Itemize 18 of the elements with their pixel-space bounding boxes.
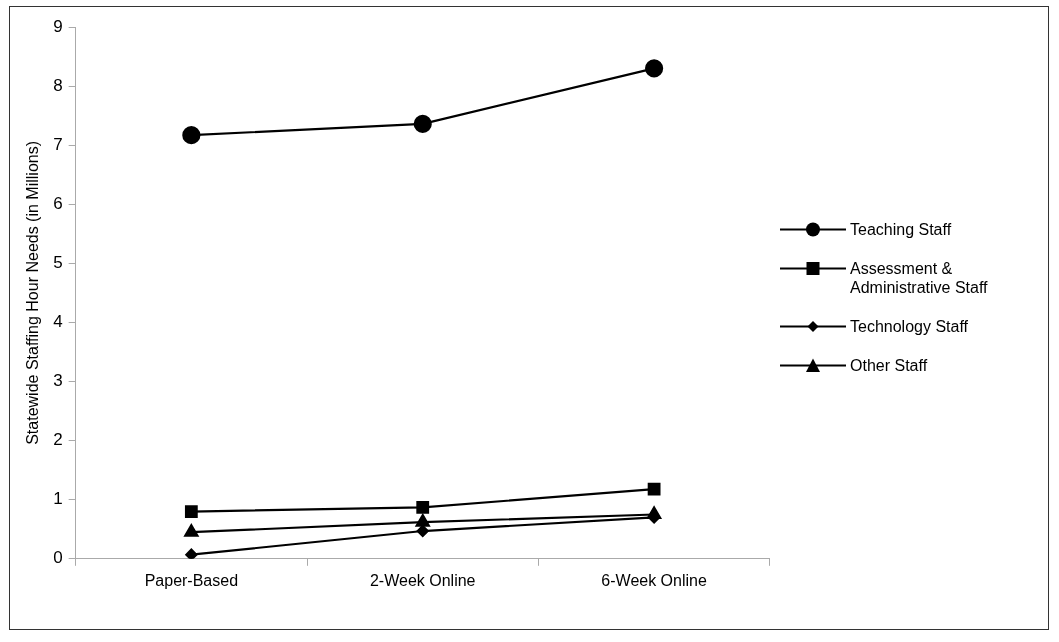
- y-tick-label: 9: [53, 16, 63, 36]
- y-tick-label: 8: [53, 75, 63, 95]
- y-tick-label: 4: [53, 312, 63, 332]
- legend-label: Assessment & Administrative Staff: [850, 258, 989, 297]
- x-tick-label: 6-Week Online: [601, 571, 707, 589]
- legend-label: Teaching Staff: [850, 219, 952, 239]
- y-tick-label: 2: [53, 430, 63, 450]
- y-tick-label: 1: [53, 489, 63, 509]
- y-tick-label: 3: [53, 371, 63, 391]
- y-tick-label: 5: [53, 253, 63, 273]
- legend-label: Technology Staff: [850, 316, 969, 336]
- x-tick-label: Paper-Based: [144, 571, 239, 589]
- y-tick-label: 7: [53, 134, 63, 154]
- y-axis-title: Statewide Staffing Hour Needs (in Millions): [24, 140, 42, 445]
- y-tick-label: 6: [53, 193, 63, 213]
- x-tick-label: 2-Week Online: [369, 571, 476, 589]
- legend-label: Other Staff: [850, 355, 928, 375]
- y-tick-label: 0: [53, 548, 63, 568]
